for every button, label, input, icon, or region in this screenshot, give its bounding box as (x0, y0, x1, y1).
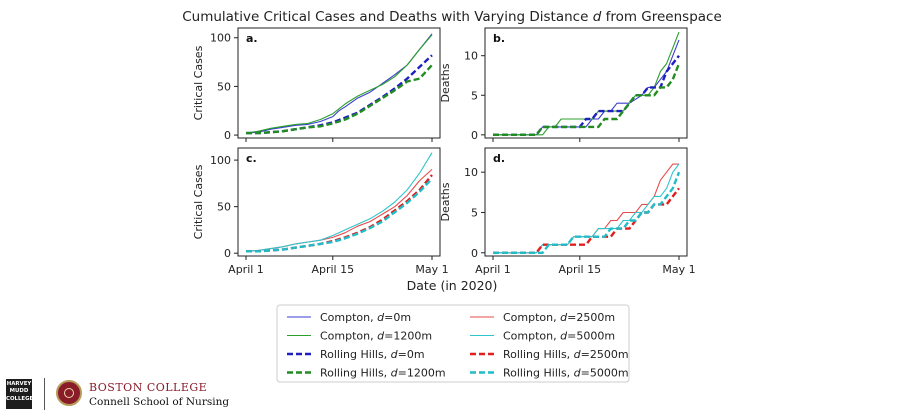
figure-title-var: d (593, 9, 602, 25)
y-axis-label: Critical Cases (192, 164, 205, 239)
x-tick-label: April 1 (228, 263, 264, 276)
y-axis-label: Critical Cases (192, 45, 205, 120)
panel-label: d. (493, 152, 505, 165)
figure-title: Cumulative Critical Cases and Deaths wit… (182, 9, 722, 25)
panel-c: 0 50 100 April 1 April 15 May 1 Critical Cases… (192, 147, 449, 276)
y-tick-label: 50 (217, 201, 231, 214)
plot-frame (237, 147, 441, 257)
y-tick-label: 10 (464, 50, 478, 63)
legend-label-c2500: Compton, d=2500m (503, 311, 615, 324)
panel-a: 0 50 100 Critical Cases a. (192, 27, 441, 142)
y-tick-label: 0 (224, 247, 231, 260)
series-line-r5000 (246, 177, 433, 253)
panel-b: 0 5 10 Deaths b. (439, 27, 688, 142)
y-tick-label: 0 (471, 129, 478, 142)
legend-label-r5000: Rolling Hills, d=5000m (503, 367, 629, 380)
x-tick-label: April 15 (311, 263, 354, 276)
y-tick-label: 100 (210, 154, 231, 167)
x-tick-label: April 15 (558, 263, 601, 276)
x-tick-label: April 1 (475, 263, 511, 276)
legend-box (276, 304, 630, 383)
series-line-c5000 (245, 152, 433, 252)
legend-label-r0: Rolling Hills, d=0m (320, 348, 425, 361)
y-tick-label: 5 (471, 206, 478, 219)
y-axis-label: Deaths (439, 182, 452, 221)
series-line-c1200 (245, 34, 433, 134)
y-tick-label: 100 (210, 32, 231, 45)
y-tick-label: 0 (471, 247, 478, 260)
legend-label-r1200: Rolling Hills, d=1200m (320, 367, 446, 380)
series-line-c5000 (493, 163, 680, 254)
series-line-c0 (245, 33, 433, 134)
series-line-c2500 (493, 163, 679, 254)
series-line-r1200 (493, 63, 681, 137)
figure-title-suffix: from Greenspace (601, 9, 722, 25)
x-tick-label: May 1 (662, 263, 695, 276)
legend: Compton, d=0m Compton, d=1200m Rolling Hil… (276, 304, 630, 383)
panel-label: b. (493, 32, 505, 45)
series-line-r1200 (246, 64, 433, 135)
y-tick-label: 10 (464, 166, 478, 179)
series-line-r2500 (493, 187, 680, 255)
legend-label-r2500: Rolling Hills, d=2500m (503, 348, 629, 361)
legend-label-c1200: Compton, d=1200m (320, 330, 432, 343)
x-tick-label: May 1 (415, 263, 448, 276)
plot-frame (237, 27, 441, 139)
panel-label: a. (246, 32, 258, 45)
legend-label-c0: Compton, d=0m (320, 311, 411, 324)
series-line-r0 (493, 54, 680, 137)
y-tick-label: 0 (224, 129, 231, 142)
y-axis-label: Deaths (439, 63, 452, 102)
plot-frame (484, 27, 688, 139)
y-tick-label: 5 (471, 89, 478, 102)
y-tick-label: 50 (217, 80, 231, 93)
plot-frame (484, 147, 688, 257)
figure-title-prefix: Cumulative Critical Cases and Deaths wit… (182, 9, 592, 25)
panel-label: c. (246, 152, 257, 165)
series-line-r5000 (493, 171, 681, 255)
panel-d: 0 5 10 April 1 April 15 May 1 Deaths d. (439, 147, 696, 276)
shared-x-axis-label: Date (in 2020) (407, 278, 498, 293)
legend-label-c5000: Compton, d=5000m (503, 330, 615, 343)
